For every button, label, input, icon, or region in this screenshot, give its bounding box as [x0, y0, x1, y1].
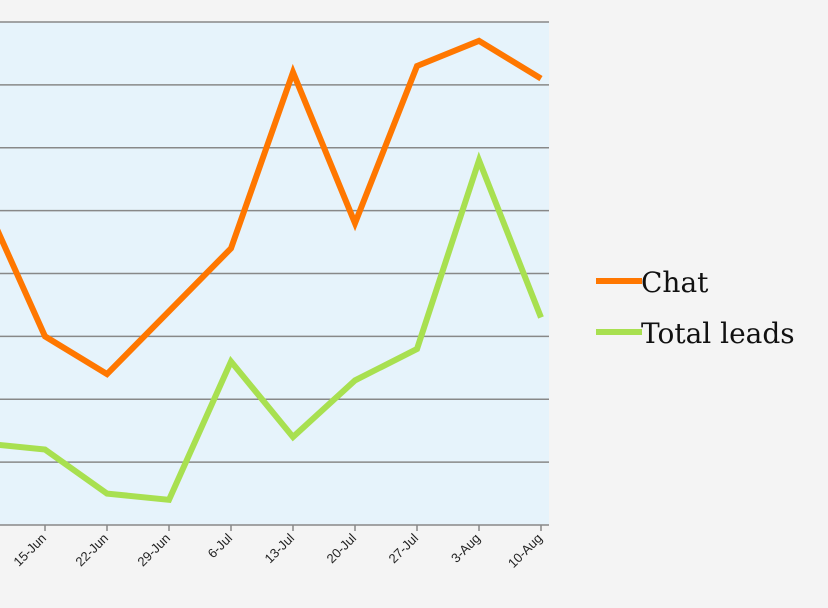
x-tick-label: 20-Jul [323, 530, 359, 566]
gridlines [0, 21, 549, 463]
x-tick-label: 13-Jul [261, 530, 297, 566]
x-axis: 15-Jun 22-Jun 29-Jun 6-Jul 13-Jul 20-Jul 27-Ju… [0, 524, 549, 571]
x-tick-label: 22-Jun [72, 531, 111, 570]
x-tick-label: 15-Jun [10, 531, 49, 570]
series-line-total-leads [0, 151, 544, 504]
x-tick-label: 6-Jul [205, 530, 236, 561]
series-line-chat [0, 37, 543, 378]
legend: Chat Total leads [596, 266, 795, 350]
x-tick-label: 29-Jun [134, 531, 173, 570]
x-tick-label: 3-Aug [448, 531, 483, 566]
legend-label-total-leads: Total leads [641, 317, 795, 350]
series-layer [0, 37, 544, 504]
legend-label-chat: Chat [641, 266, 709, 299]
x-tick-label: 10-Aug [505, 531, 545, 571]
x-tick-label: 27-Jul [385, 530, 421, 566]
